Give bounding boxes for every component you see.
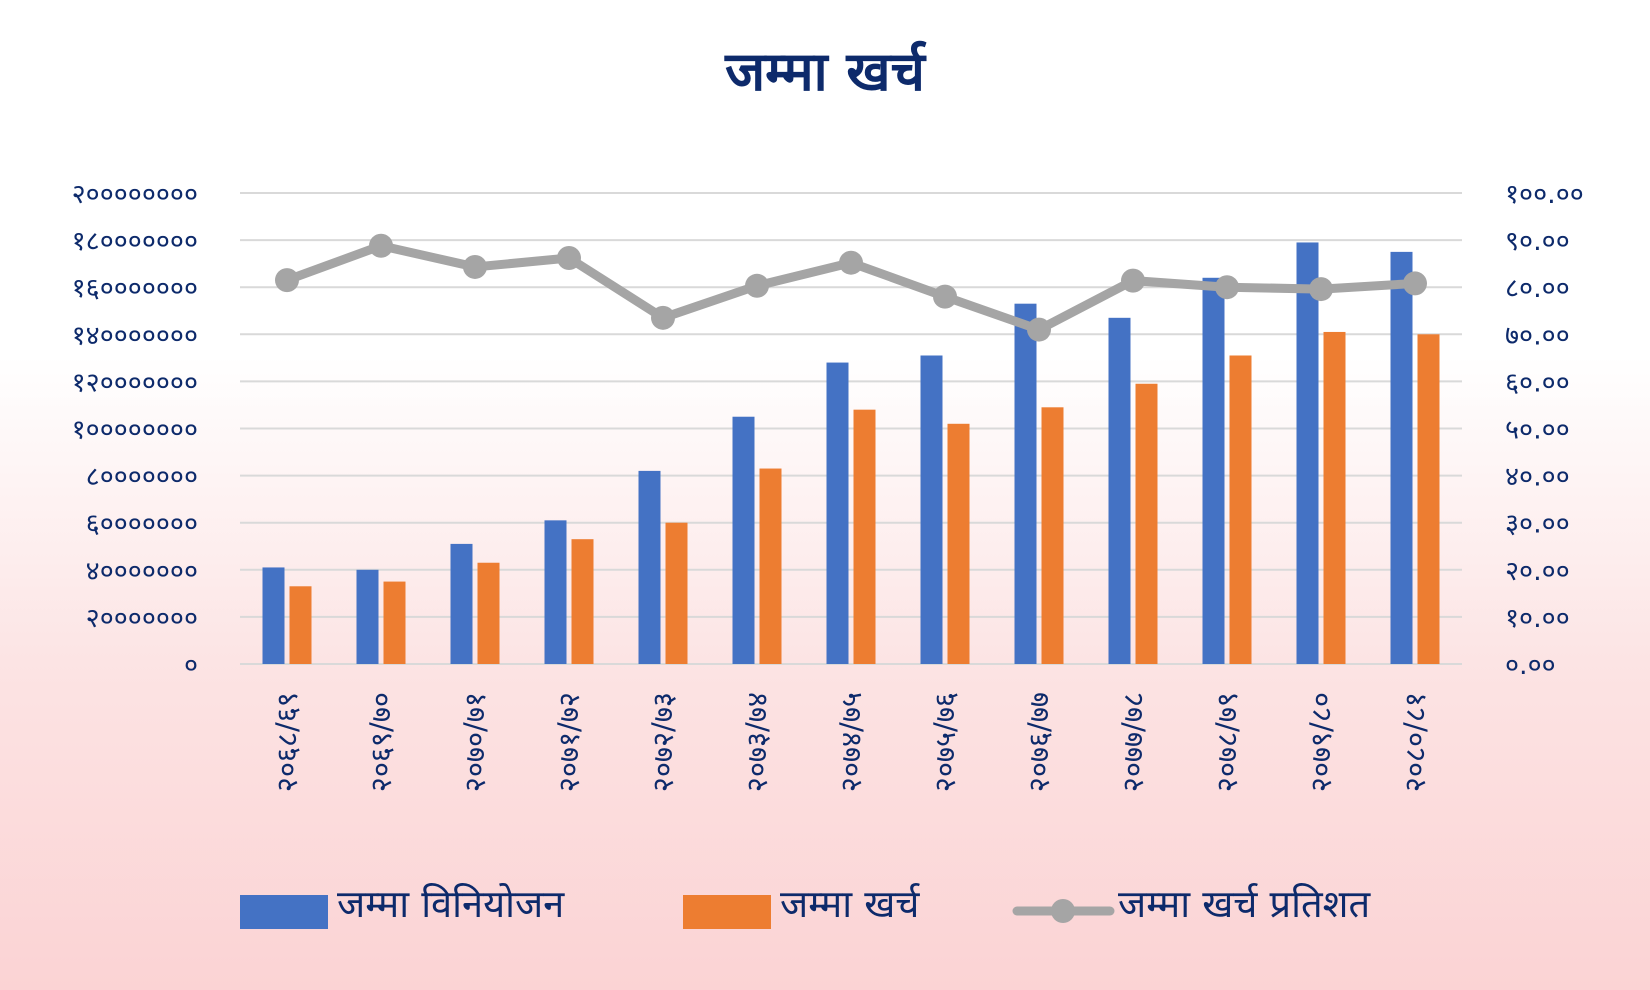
- x-tick-label: २०७८/७९: [1210, 692, 1244, 792]
- bar-expenditure: [571, 539, 594, 664]
- y-left-tick-label: ८०००००००: [86, 462, 198, 493]
- y-right-tick-label: ४०.००: [1505, 462, 1570, 493]
- y-left-tick-label: १४०००००००: [72, 320, 198, 351]
- y-left-tick-label: ०: [184, 650, 198, 681]
- bar-expenditure: [947, 423, 970, 664]
- bar-allocation: [1108, 317, 1131, 664]
- x-tick-label: २०७९/८०: [1304, 692, 1338, 792]
- bar-allocation: [450, 543, 473, 664]
- y-right-tick-label: ०.००: [1505, 650, 1556, 681]
- y-right-tick-label: ७०.००: [1505, 320, 1570, 351]
- x-tick-label: २०७७/७८: [1116, 692, 1150, 792]
- y-left-tick-label: २००००००००: [72, 179, 198, 210]
- bar-expenditure: [759, 468, 782, 664]
- x-tick-label: २०७४/७५: [834, 692, 868, 792]
- legend-swatch-expenditure: [683, 895, 771, 929]
- percentage-marker: [651, 305, 675, 330]
- y-left-tick-label: १६०००००००: [72, 273, 198, 304]
- bar-allocation: [732, 416, 755, 664]
- y-right-tick-label: १०.००: [1505, 603, 1570, 634]
- bar-expenditure: [1041, 407, 1064, 664]
- x-tick-label: २०६८/६९: [270, 692, 304, 792]
- bar-expenditure: [853, 409, 876, 664]
- percentage-marker: [463, 254, 487, 279]
- percentage-marker: [1215, 275, 1239, 300]
- percentage-marker: [1309, 277, 1333, 302]
- y-right-tick-label: २०.००: [1505, 556, 1570, 587]
- y-left-tick-label: २०००००००: [86, 603, 198, 634]
- x-tick-label: २०७१/७२: [552, 692, 586, 792]
- bar-allocation: [1390, 251, 1413, 664]
- x-tick-label: २०७५/७६: [928, 692, 962, 792]
- y-right-tick-label: १००.००: [1505, 179, 1584, 210]
- y-right-tick-label: ६०.००: [1505, 367, 1570, 398]
- y-left-tick-label: ६०००००००: [86, 509, 198, 540]
- y-right-tick-label: ३०.००: [1505, 509, 1570, 540]
- bar-expenditure: [1323, 331, 1346, 664]
- percentage-marker: [1027, 317, 1051, 342]
- gridlines: [240, 192, 1462, 665]
- y-left-tick-label: ४०००००००: [86, 556, 198, 587]
- legend-swatch-percentage-marker: [1051, 899, 1075, 923]
- bar-expenditure: [289, 586, 312, 664]
- y-right-tick-label: ५०.००: [1505, 415, 1570, 446]
- percentage-marker: [557, 245, 581, 270]
- percentage-marker: [275, 268, 299, 293]
- percentage-marker: [745, 273, 769, 298]
- legend-label-allocation: जम्मा विनियोजन: [337, 882, 565, 926]
- legend-label-percentage: जम्मा खर्च प्रतिशत: [1118, 882, 1371, 926]
- y-left-tick-label: १८०००००००: [72, 226, 198, 257]
- x-axis-ticks: २०६८/६९ २०६९/७० २०७०/७१ २०७१/७२ २०७२/७३ २०७३/…: [270, 692, 1432, 792]
- bar-allocation: [1202, 277, 1225, 664]
- percentage-marker: [839, 250, 863, 275]
- line-series: [275, 233, 1427, 342]
- bar-allocation: [638, 470, 661, 664]
- percentage-marker: [369, 233, 393, 258]
- left-axis-ticks: ० २००००००० ४००००००० ६००००००० ८००००००० १००००००…: [72, 179, 198, 681]
- bar-series: [262, 242, 1440, 664]
- bar-expenditure: [1417, 334, 1440, 664]
- y-right-tick-label: ८०.००: [1505, 273, 1570, 304]
- bar-expenditure: [1135, 383, 1158, 664]
- x-tick-label: २०७६/७७: [1022, 692, 1056, 792]
- bar-expenditure: [477, 562, 500, 664]
- x-tick-label: २०७२/७३: [646, 692, 680, 792]
- percentage-marker: [933, 284, 957, 309]
- percentage-marker: [1121, 268, 1145, 293]
- legend-swatch-allocation: [240, 895, 328, 929]
- chart-title: जम्मा खर्च: [724, 40, 927, 103]
- bar-allocation: [920, 355, 943, 664]
- bar-expenditure: [383, 581, 406, 664]
- y-left-tick-label: १००००००००: [72, 415, 198, 446]
- legend: जम्मा विनियोजन जम्मा खर्च जम्मा खर्च प्र…: [240, 882, 1371, 929]
- bar-allocation: [826, 362, 849, 664]
- bar-allocation: [356, 569, 379, 664]
- y-right-tick-label: ९०.००: [1505, 226, 1570, 257]
- y-left-tick-label: १२०००००००: [72, 367, 198, 398]
- x-tick-label: २०८०/८१: [1398, 692, 1432, 792]
- x-tick-label: २०७०/७१: [458, 692, 492, 792]
- bar-expenditure: [1229, 355, 1252, 664]
- bar-allocation: [262, 567, 285, 664]
- legend-label-expenditure: जम्मा खर्च: [780, 882, 920, 926]
- bar-allocation: [1014, 303, 1037, 664]
- bar-allocation: [1296, 242, 1319, 664]
- bar-allocation: [544, 520, 567, 664]
- x-tick-label: २०६९/७०: [364, 692, 398, 792]
- percentage-marker: [1403, 271, 1427, 296]
- bar-expenditure: [665, 522, 688, 664]
- right-axis-ticks: ०.०० १०.०० २०.०० ३०.०० ४०.०० ५०.०० ६०.०० ७०.०० ८…: [1505, 179, 1584, 681]
- x-tick-label: २०७३/७४: [740, 692, 774, 792]
